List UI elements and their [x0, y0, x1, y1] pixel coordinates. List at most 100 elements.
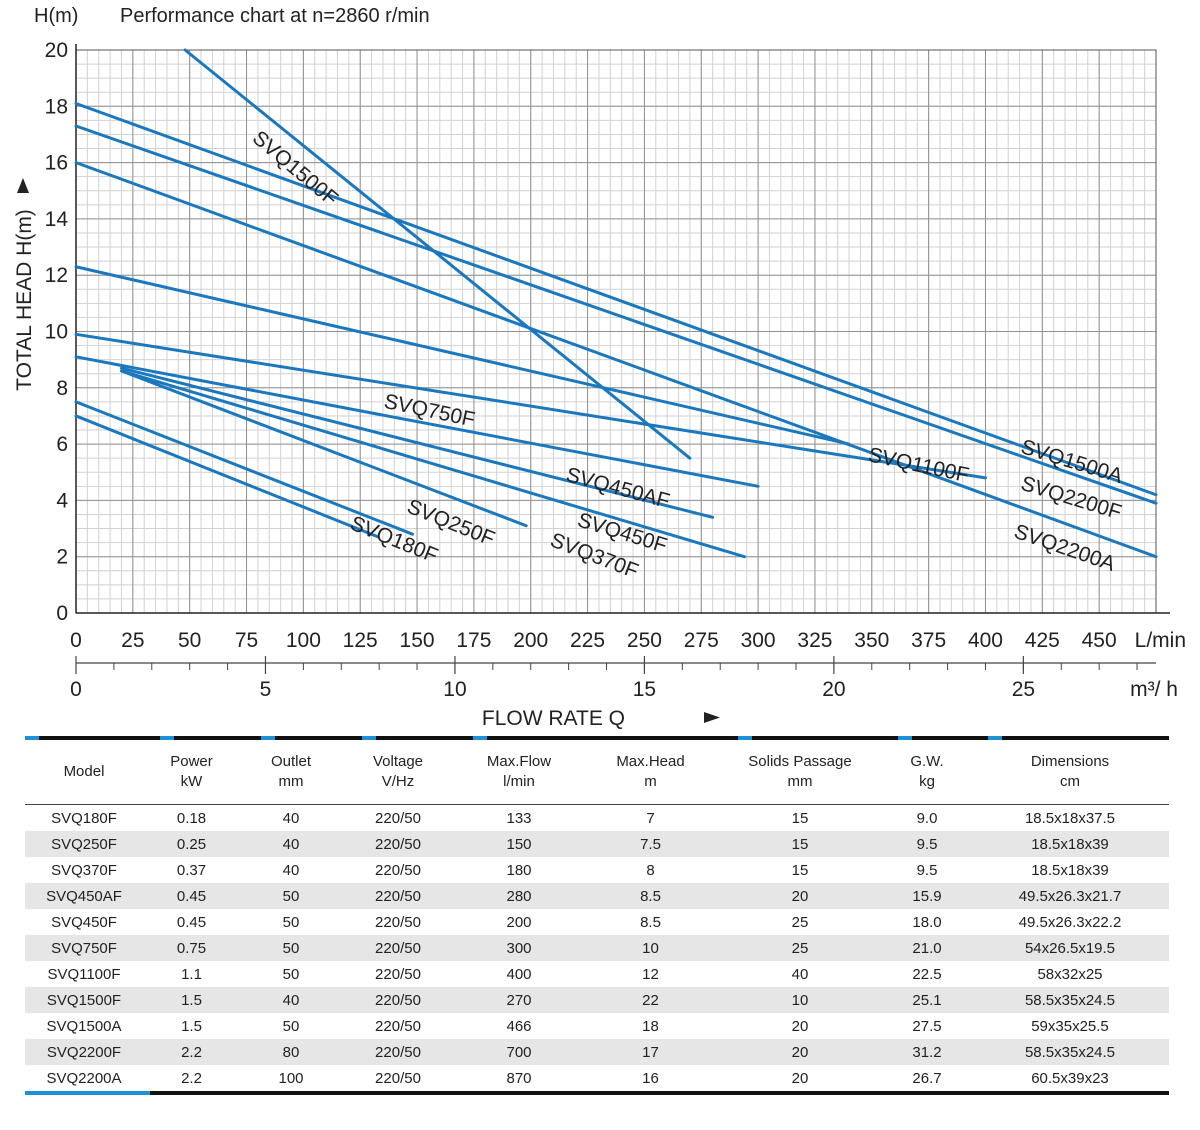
table-cell: 54x26.5x19.5: [971, 935, 1169, 961]
table-cell: SVQ1500F: [25, 987, 143, 1013]
header-unit: l/min: [503, 773, 535, 790]
accent-mark: [261, 736, 275, 740]
table-cell: 280: [454, 883, 584, 909]
x-secondary-tick-label: 0: [70, 678, 82, 701]
table-cell: 27.5: [912, 1017, 942, 1035]
column-header: G.W. kg: [883, 740, 971, 805]
table-cell: 220/50: [375, 809, 421, 827]
table-cell: 220/50: [342, 831, 454, 857]
x-tick-label: 400: [968, 629, 1003, 652]
table-cell: 7: [646, 809, 655, 827]
header-unit: cm: [1060, 773, 1080, 790]
table-cell: SVQ1500A: [46, 1017, 122, 1035]
table-cell: 220/50: [342, 883, 454, 909]
x-tick-label: 100: [286, 629, 321, 652]
table-cell: 220/50: [375, 1017, 421, 1035]
header-label: Outlet: [270, 753, 312, 770]
header-unit: mm: [787, 773, 813, 790]
y-tick-label: 0: [56, 602, 68, 625]
table-cell: 180: [506, 861, 532, 879]
table-cell: 220/50: [342, 935, 454, 961]
spec-table: Model Power kW Outlet mm Voltage V/Hz Max.Flow l…: [25, 740, 1169, 1091]
x-secondary-tick-label: 15: [633, 678, 656, 701]
x-tick-label: 125: [343, 629, 378, 652]
table-cell: 25: [791, 913, 809, 931]
curve-svq450f: [119, 369, 746, 559]
header-label: Voltage: [372, 753, 424, 770]
table-cell: SVQ250F: [25, 831, 143, 857]
table-cell: 50: [282, 913, 300, 931]
table-cell: 31.2: [883, 1039, 971, 1065]
x-tick-label: 275: [684, 629, 719, 652]
accent-mark: [362, 736, 376, 740]
table-cell: 16: [642, 1069, 659, 1087]
table-cell: 1.5: [143, 987, 240, 1013]
table-cell: 1.1: [181, 965, 202, 983]
table-cell: 80: [240, 1039, 342, 1065]
header-label: Max.Flow: [486, 753, 552, 770]
table-cell: 700: [454, 1039, 584, 1065]
curve-label: SVQ1100F: [866, 443, 971, 487]
table-row: SVQ180F 0.18 40 220/50 133 7 15 9.0 18.5x18x37.5: [25, 805, 1169, 832]
table-cell: 17: [584, 1039, 717, 1065]
table-cell: 220/50: [375, 861, 421, 879]
table-cell: 50: [240, 883, 342, 909]
curve-svq250f: [74, 400, 415, 536]
column-header: Model: [25, 740, 143, 805]
table-cell: 400: [506, 965, 532, 983]
table-cell: 60.5x39x23: [1031, 1069, 1109, 1087]
y-tick-label: 12: [45, 264, 68, 287]
table-cell: 18.0: [912, 913, 942, 931]
table-cell: 2.2: [181, 1069, 202, 1087]
table-cell: 220/50: [342, 1039, 454, 1065]
x-tick-label: 25: [121, 629, 144, 652]
table-cell: 50: [282, 1017, 300, 1035]
accent-mark: [898, 736, 912, 740]
x-axis-arrow-icon: [704, 712, 720, 723]
table-cell: 58.5x35x24.5: [971, 1039, 1169, 1065]
table-cell: 20: [717, 883, 883, 909]
y-tick-label: 2: [56, 546, 68, 569]
x-tick-label: 0: [70, 629, 82, 652]
x-tick-label: 200: [513, 629, 548, 652]
y-unit-label: H(m): [34, 5, 78, 27]
table-cell: 1.5: [181, 1017, 202, 1035]
table-cell: 100: [278, 1069, 304, 1087]
accent-mark: [738, 736, 752, 740]
table-cell: 25: [717, 935, 883, 961]
table-cell: SVQ1100F: [47, 965, 121, 983]
x-tick-label: 225: [570, 629, 605, 652]
table-cell: 15: [717, 831, 883, 857]
accent-mark: [25, 736, 39, 740]
y-tick-label: 18: [45, 95, 68, 118]
table-cell: 466: [506, 1017, 532, 1035]
table-row: SVQ1500F 1.5 40 220/50 270 22 10 25.1 58.5x35x24…: [25, 987, 1169, 1013]
accent-mark: [473, 736, 487, 740]
curve-svq1100f: [74, 332, 987, 480]
table-cell: 870: [506, 1069, 532, 1087]
curve-svq1500a: [74, 101, 1158, 497]
table-cell: 21.0: [883, 935, 971, 961]
table-cell: 0.45: [143, 883, 240, 909]
y-axis-arrow-icon: [17, 178, 29, 193]
x-secondary-tick-label: 10: [443, 678, 466, 701]
table-cell: 22.5: [912, 965, 942, 983]
table-cell: 0.25: [143, 831, 240, 857]
header-label: Solids Passage: [748, 753, 852, 770]
x-tick-label: 325: [797, 629, 832, 652]
curve-svq450af: [119, 366, 715, 519]
table-cell: 10: [717, 987, 883, 1013]
table-cell: 300: [454, 935, 584, 961]
column-header: Max.Head m: [584, 740, 717, 805]
table-cell: SVQ2200F: [25, 1039, 143, 1065]
y-tick-label: 8: [56, 377, 68, 400]
table-cell: 18: [642, 1017, 659, 1035]
x-tick-label: 175: [456, 629, 491, 652]
table-cell: 58x32x25: [1037, 965, 1103, 983]
table-cell: 8.5: [640, 913, 661, 931]
table-row: SVQ2200A 2.2 100 220/50 870 16 20 26.7 60.5x39x2…: [25, 1065, 1169, 1091]
table-cell: 9.5: [883, 831, 971, 857]
table-cell: 8: [646, 861, 655, 879]
header-label: Model: [63, 763, 105, 780]
y-tick-label: 16: [45, 152, 68, 175]
